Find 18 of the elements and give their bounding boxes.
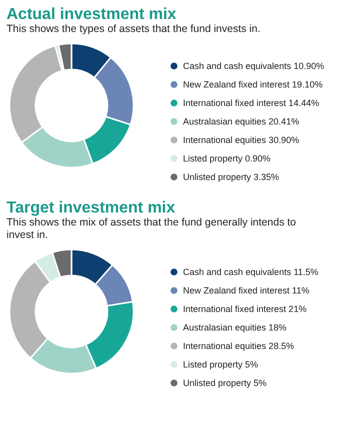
legend-label: International fixed interest 21% xyxy=(183,304,307,314)
chart-subtitle: This shows the types of assets that the fund invests in. xyxy=(6,23,260,35)
legend-label: International equities 28.5% xyxy=(183,341,294,351)
legend-label: International equities 30.90% xyxy=(183,135,300,145)
legend-label: Australasian equities 18% xyxy=(183,322,287,332)
chart-title: Target investment mix xyxy=(6,200,176,216)
legend-label: Australasian equities 20.41% xyxy=(183,116,300,126)
legend-label: New Zealand fixed interest 11% xyxy=(183,286,310,296)
chart-title: Actual investment mix xyxy=(6,6,176,23)
chart-subtitle: This shows the mix of assets that the fund generally intends to invest in. xyxy=(6,216,296,241)
legend-label: Listed property 0.90% xyxy=(183,154,271,164)
legend-label: Unlisted property 3.35% xyxy=(183,172,280,182)
legend-label: International fixed interest 14.44% xyxy=(183,98,320,108)
legend-label: Unlisted property 5% xyxy=(183,378,267,388)
legend-label: Listed property 5% xyxy=(183,360,258,370)
legend-label: Cash and cash equivalents 10.90% xyxy=(183,61,324,71)
legend-label: New Zealand fixed interest 19.10% xyxy=(183,80,323,90)
legend-label: Cash and cash equivalents 11.5% xyxy=(183,267,318,277)
